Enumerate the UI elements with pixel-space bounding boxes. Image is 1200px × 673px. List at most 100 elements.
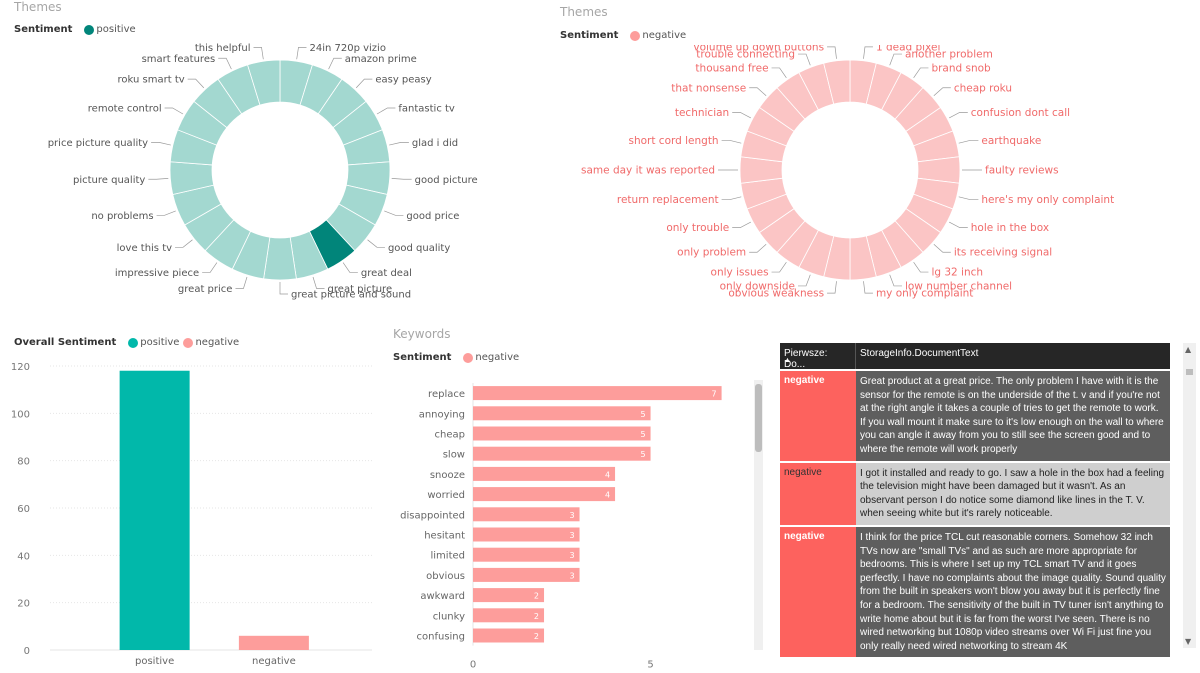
leader-line xyxy=(771,67,787,79)
bar[interactable] xyxy=(473,406,651,421)
table-scroll-thumb[interactable] xyxy=(1186,369,1193,375)
leader-line xyxy=(328,57,342,70)
legend-negative-label: negative xyxy=(642,30,687,41)
donut-slice-label: brand snob xyxy=(931,62,991,74)
leader-line xyxy=(863,281,873,294)
leader-line xyxy=(732,221,751,228)
column-header-document-text[interactable]: StorageInfo.DocumentText xyxy=(856,343,1170,369)
donut-slice-label: roku smart tv xyxy=(118,75,185,86)
leader-line xyxy=(958,139,979,144)
donut-slice-label: remote control xyxy=(88,104,162,115)
leader-line xyxy=(949,112,968,119)
leader-line xyxy=(151,142,171,146)
leader-line xyxy=(798,53,811,66)
bar[interactable] xyxy=(119,370,190,650)
leader-line xyxy=(913,261,929,273)
column-header-label: StorageInfo.DocumentText xyxy=(860,348,979,359)
legend-title: Overall Sentiment xyxy=(14,337,117,348)
donut-slice-label: faulty reviews xyxy=(985,165,1059,177)
bar[interactable] xyxy=(473,487,616,502)
leader-line xyxy=(156,210,176,216)
bar[interactable] xyxy=(473,527,580,542)
leader-line xyxy=(827,281,837,294)
donut-slice-label: great picture and sound xyxy=(291,290,411,301)
bar[interactable] xyxy=(473,446,651,461)
leader-line xyxy=(187,78,205,89)
scroll-down-icon[interactable]: ▼ xyxy=(1185,637,1192,646)
y-tick-label: 80 xyxy=(17,457,30,468)
scroll-up-icon[interactable]: ▲ xyxy=(1185,345,1192,354)
leader-line xyxy=(389,142,409,146)
donut-slice-label: this helpful xyxy=(195,43,251,54)
table-row[interactable]: negative Great product at a great price.… xyxy=(780,369,1170,461)
leader-line xyxy=(342,262,358,273)
donut-slice-label: good price xyxy=(406,211,459,222)
donut-slice-label: price picture quality xyxy=(48,138,148,149)
keywords-scrollbar[interactable] xyxy=(754,380,763,650)
leader-line xyxy=(958,196,979,201)
legend-positive-label: positive xyxy=(140,337,180,348)
bar[interactable] xyxy=(473,507,580,522)
leader-line xyxy=(279,282,288,295)
category-label: disappointed xyxy=(400,510,465,521)
donut-slice-label: 24in 720p vizio xyxy=(309,43,385,54)
category-label: hesitant xyxy=(424,531,465,542)
document-text-cell: I think for the price TCL cut reasonable… xyxy=(856,526,1170,658)
leader-line xyxy=(798,274,811,287)
table-scrollbar[interactable]: ▲ ▼ xyxy=(1183,343,1196,648)
donut-slice-label: only problem xyxy=(677,247,746,259)
category-label: awkward xyxy=(420,591,465,602)
document-table: Pierwsze: Do... ▲ StorageInfo.DocumentTe… xyxy=(780,343,1170,660)
leader-line xyxy=(384,210,404,216)
leader-line xyxy=(253,47,264,60)
keywords-scroll-thumb[interactable] xyxy=(755,384,762,452)
legend-negative-label: negative xyxy=(195,337,240,348)
themes-negative-legend: Sentiment negative xyxy=(560,30,686,41)
donut-slice-label: confusion dont call xyxy=(971,107,1070,119)
bar[interactable] xyxy=(473,386,722,401)
donut-slice[interactable] xyxy=(823,59,851,105)
category-label: replace xyxy=(428,389,465,400)
keywords-title: Keywords xyxy=(393,327,451,341)
bar[interactable] xyxy=(238,635,309,650)
bar[interactable] xyxy=(473,628,545,643)
leader-line xyxy=(721,196,742,201)
donut-slice[interactable] xyxy=(247,59,281,106)
sentiment-cell: negative xyxy=(780,371,856,461)
legend-title: Sentiment xyxy=(560,30,619,41)
category-label: obvious xyxy=(426,571,465,582)
y-tick-label: 60 xyxy=(17,504,30,515)
category-label: cheap xyxy=(435,430,465,441)
column-header-sentiment[interactable]: Pierwsze: Do... ▲ xyxy=(780,343,856,370)
bar[interactable] xyxy=(473,466,616,481)
category-label: slow xyxy=(443,450,465,461)
leader-line xyxy=(863,46,873,59)
donut-slice-label: impressive piece xyxy=(115,268,199,279)
y-tick-label: 20 xyxy=(17,599,30,610)
legend-negative-dot xyxy=(463,352,474,363)
legend-title: Sentiment xyxy=(393,352,452,363)
donut-slice-label: cheap roku xyxy=(954,82,1012,94)
bar[interactable] xyxy=(473,426,651,441)
data-label: 5 xyxy=(640,450,645,459)
data-label: 5 xyxy=(640,410,645,419)
sentiment-cell: negative xyxy=(780,462,856,525)
donut-slice-label: thousand free xyxy=(695,62,768,74)
donut-slice-label: here's my only complaint xyxy=(981,194,1114,206)
table-row[interactable]: negative I think for the price TCL cut r… xyxy=(780,524,1170,658)
leader-line xyxy=(721,139,742,144)
category-label: clunky xyxy=(433,611,465,622)
bar[interactable] xyxy=(473,608,545,623)
table-row[interactable]: negative I got it installed and ready to… xyxy=(780,460,1170,525)
bar[interactable] xyxy=(473,567,580,582)
donut-slice-label: good quality xyxy=(388,243,450,254)
bar[interactable] xyxy=(473,588,545,603)
keywords-legend: Sentiment negative xyxy=(393,352,519,363)
data-label: 2 xyxy=(534,592,539,601)
keywords-chart[interactable]: 0 5 replace 7 annoying 5 cheap 5 slow 5 snooze 4 wor… xyxy=(380,375,770,673)
overall-sentiment-chart[interactable]: 0 20 40 60 80 100 120 positive negative xyxy=(0,352,380,673)
bar[interactable] xyxy=(473,547,580,562)
donut-slice-label: no problems xyxy=(91,211,153,222)
